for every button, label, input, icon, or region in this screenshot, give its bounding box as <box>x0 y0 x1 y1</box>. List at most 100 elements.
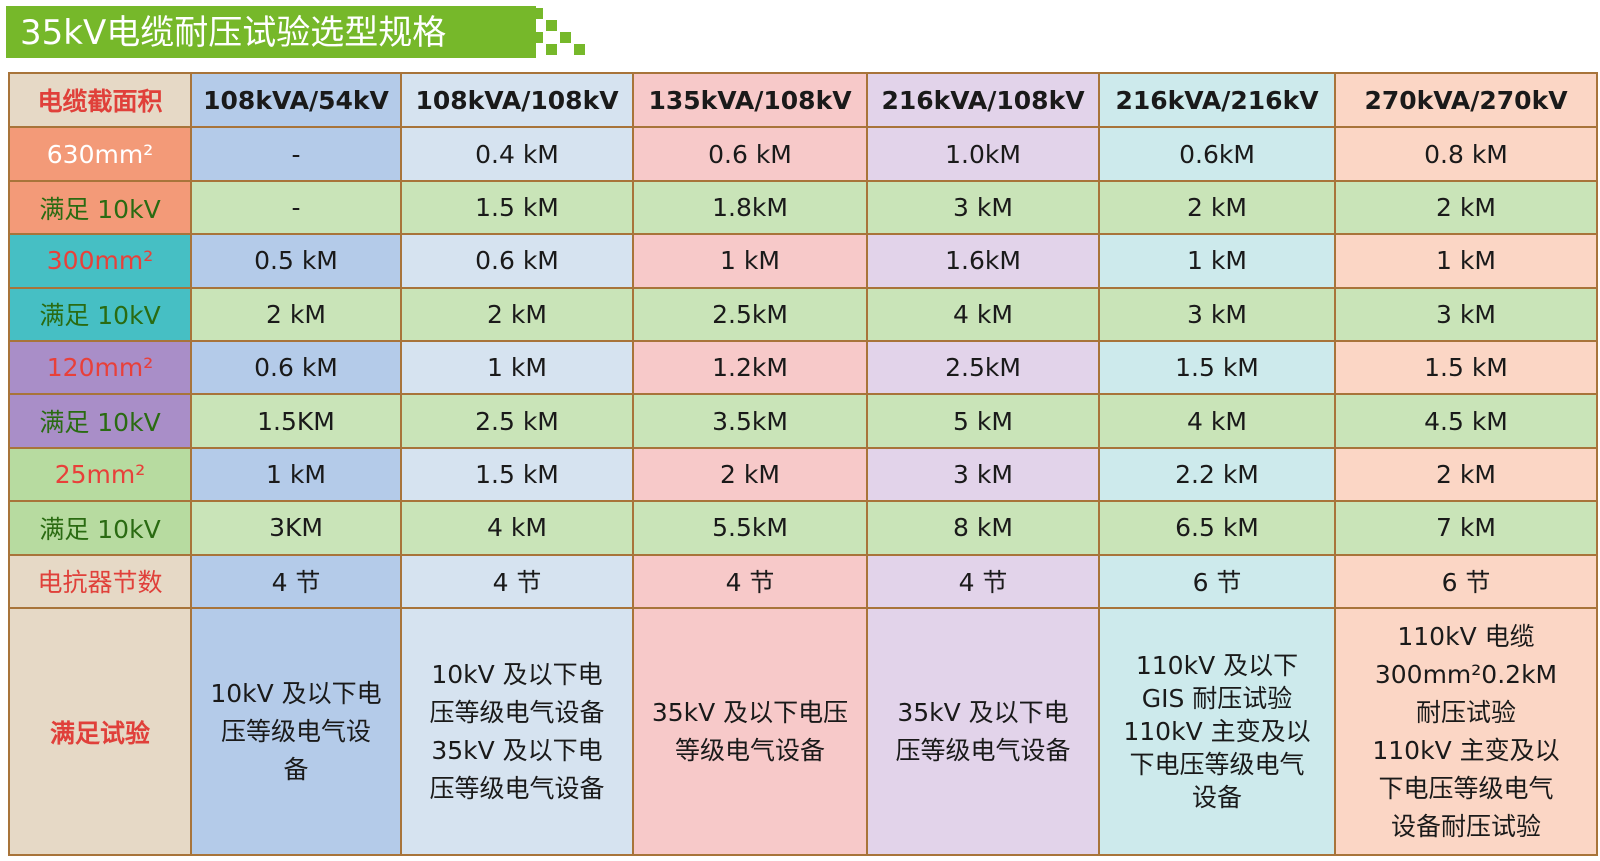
table-cell: 3 kM <box>1334 286 1598 343</box>
test-cell: 110kV 及以下 GIS 耐压试验 110kV 主变及以 下电压等级电气 设备 <box>1098 607 1336 856</box>
row-label: 满足 10kV <box>8 179 192 236</box>
table-row: 满足 10kV 2 kM 2 kM 2.5kM 4 kM 3 kM 3 kM <box>8 286 1598 343</box>
test-line: 300mm²0.2kM <box>1374 659 1558 689</box>
table-cell: 2 kM <box>632 446 868 503</box>
row-label: 300mm² <box>8 233 192 289</box>
table-cell: 1.5 kM <box>400 446 634 503</box>
test-cell: 10kV 及以下电 压等级电气设 备 <box>190 607 402 856</box>
test-line: 设备耐压试验 <box>1390 811 1541 841</box>
table-row: 630mm² - 0.4 kM 0.6 kM 1.0kM 0.6kM 0.8 k… <box>8 126 1598 182</box>
row-label: 满足 10kV <box>8 286 192 343</box>
table-row: 300mm² 0.5 kM 0.6 kM 1 kM 1.6kM 1 kM 1 k… <box>8 233 1598 289</box>
table-cell: 1 kM <box>1098 233 1336 289</box>
table-cell: 2 kM <box>190 286 402 343</box>
row-label: 电抗器节数 <box>8 553 192 610</box>
test-line: 等级电气设备 <box>674 735 825 765</box>
table-cell: 5.5kM <box>632 500 868 556</box>
test-line: GIS 耐压试验 <box>1141 684 1293 714</box>
reactor-row: 电抗器节数 4 节 4 节 4 节 4 节 6 节 6 节 <box>8 553 1598 610</box>
table-cell: 5 kM <box>866 393 1100 449</box>
table-row: 120mm² 0.6 kM 1 kM 1.2kM 2.5kM 1.5 kM 1.… <box>8 340 1598 396</box>
table-cell: 1.8kM <box>632 179 868 236</box>
pixel-decoration-icon <box>520 6 600 58</box>
column-header: 135kVA/108kV <box>632 71 868 129</box>
page-title: 35kV电缆耐压试验选型规格 <box>20 13 447 53</box>
table-row: 25mm² 1 kM 1.5 kM 2 kM 3 kM 2.2 kM 2 kM <box>8 446 1598 503</box>
table-cell: 0.5 kM <box>190 233 402 289</box>
table-cell: 8 kM <box>866 500 1100 556</box>
test-line: 10kV 及以下电 <box>431 659 603 689</box>
column-header: 108kVA/108kV <box>400 71 634 129</box>
test-line: 110kV 及以下 <box>1135 651 1299 681</box>
table-cell: 1 kM <box>400 340 634 396</box>
header-row: 电缆截面积 108kVA/54kV 108kVA/108kV 135kVA/10… <box>8 71 1598 129</box>
row-label: 630mm² <box>8 126 192 182</box>
table-cell: 1.5KM <box>190 393 402 449</box>
table-cell: 4 节 <box>190 553 402 610</box>
test-line: 下电压等级电气 <box>1129 750 1305 780</box>
table-cell: 1.2kM <box>632 340 868 396</box>
table-cell: 6.5 kM <box>1098 500 1336 556</box>
column-header: 216kVA/216kV <box>1098 71 1336 129</box>
table-cell: 2.5 kM <box>400 393 634 449</box>
table-row: 满足 10kV 3KM 4 kM 5.5kM 8 kM 6.5 kM 7 kM <box>8 500 1598 556</box>
test-line: 设备 <box>1191 783 1242 813</box>
test-line: 110kV 主变及以 <box>1123 717 1311 747</box>
test-line: 压等级电气设备 <box>429 697 605 727</box>
table-cell: 6 节 <box>1334 553 1598 610</box>
table-cell: 3KM <box>190 500 402 556</box>
table-cell: - <box>190 126 402 182</box>
table-cell: 1 kM <box>190 446 402 503</box>
column-header: 216kVA/108kV <box>866 71 1100 129</box>
title-bar: 35kV电缆耐压试验选型规格 <box>6 6 536 58</box>
test-line: 110kV 电缆 <box>1397 621 1535 651</box>
test-line: 110kV 主变及以 <box>1372 735 1560 765</box>
test-line: 压等级电气设 <box>220 716 371 746</box>
table-cell: 4 kM <box>400 500 634 556</box>
table-cell: 2 kM <box>1334 446 1598 503</box>
column-header: 270kVA/270kV <box>1334 71 1598 129</box>
table-cell: 1.6kM <box>866 233 1100 289</box>
test-line: 压等级电气设备 <box>895 735 1071 765</box>
table-cell: 4 kM <box>1098 393 1336 449</box>
row-label: 120mm² <box>8 340 192 396</box>
test-line: 备 <box>283 754 309 784</box>
test-line: 10kV 及以下电 <box>210 678 382 708</box>
spec-table: 电缆截面积 108kVA/54kV 108kVA/108kV 135kVA/10… <box>8 71 1598 856</box>
table-cell: 3 kM <box>1098 286 1336 343</box>
table-cell: 3 kM <box>866 446 1100 503</box>
table-cell: 0.6 kM <box>400 233 634 289</box>
test-line: 35kV 及以下电 <box>431 735 603 765</box>
table-row: 满足 10kV 1.5KM 2.5 kM 3.5kM 5 kM 4 kM 4.5… <box>8 393 1598 449</box>
row-label: 满足 10kV <box>8 500 192 556</box>
row-label: 25mm² <box>8 446 192 503</box>
table-cell: 1.0kM <box>866 126 1100 182</box>
row-label: 满足 10kV <box>8 393 192 449</box>
test-cell: 35kV 及以下电 压等级电气设备 <box>866 607 1100 856</box>
table-cell: 2 kM <box>400 286 634 343</box>
test-line: 压等级电气设备 <box>429 773 605 803</box>
test-line: 下电压等级电气 <box>1378 773 1554 803</box>
table-cell: 6 节 <box>1098 553 1336 610</box>
table-cell: 4 节 <box>866 553 1100 610</box>
table-cell: 2 kM <box>1098 179 1336 236</box>
table-cell: 2.5kM <box>866 340 1100 396</box>
table-cell: 1.5 kM <box>400 179 634 236</box>
table-cell: 0.4 kM <box>400 126 634 182</box>
header-label: 电缆截面积 <box>8 71 192 129</box>
table-cell: 0.6kM <box>1098 126 1336 182</box>
table-cell: 1.5 kM <box>1098 340 1336 396</box>
test-cell: 110kV 电缆 300mm²0.2kM 耐压试验 110kV 主变及以 下电压… <box>1334 607 1598 856</box>
test-cell: 35kV 及以下电压 等级电气设备 <box>632 607 868 856</box>
table-cell: 2 kM <box>1334 179 1598 236</box>
test-line: 35kV 及以下电压 <box>651 697 849 727</box>
row-label: 满足试验 <box>8 607 192 856</box>
table-cell: 4 kM <box>866 286 1100 343</box>
table-cell: 0.8 kM <box>1334 126 1598 182</box>
table-row: 满足 10kV - 1.5 kM 1.8kM 3 kM 2 kM 2 kM <box>8 179 1598 236</box>
column-header: 108kVA/54kV <box>190 71 402 129</box>
table-cell: 4 节 <box>632 553 868 610</box>
table-cell: 1 kM <box>1334 233 1598 289</box>
test-cell: 10kV 及以下电 压等级电气设备 35kV 及以下电 压等级电气设备 <box>400 607 634 856</box>
tests-row: 满足试验 10kV 及以下电 压等级电气设 备 10kV 及以下电 压等级电气设… <box>8 607 1598 856</box>
